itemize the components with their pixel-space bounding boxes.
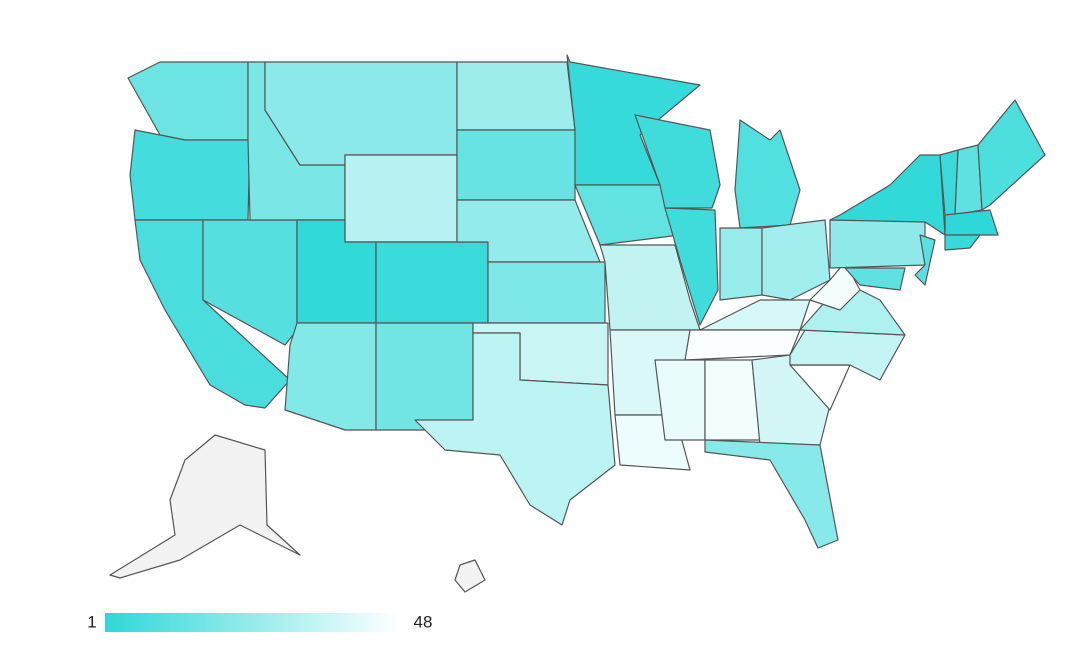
region	[456, 129, 576, 201]
region	[129, 129, 251, 221]
legend-min-label: 1	[87, 612, 96, 631]
region	[664, 207, 719, 326]
region	[566, 54, 701, 186]
region	[264, 61, 458, 166]
region	[699, 299, 811, 331]
region	[829, 219, 926, 269]
region	[634, 114, 721, 209]
region	[456, 61, 576, 131]
region	[344, 154, 458, 243]
region	[487, 261, 606, 324]
region	[414, 332, 616, 526]
region	[704, 359, 761, 441]
region	[761, 219, 831, 301]
region	[829, 154, 946, 236]
region	[375, 241, 489, 324]
region	[977, 99, 1046, 211]
region	[375, 322, 474, 431]
region	[734, 119, 801, 229]
region	[944, 209, 999, 236]
legend-max-label: 48	[414, 612, 433, 631]
region	[844, 267, 906, 291]
region	[944, 234, 981, 251]
region	[719, 227, 763, 301]
region	[914, 234, 936, 286]
legend-gradient	[105, 613, 400, 632]
region	[454, 559, 486, 593]
region	[704, 439, 839, 549]
region	[127, 61, 249, 141]
region	[109, 434, 301, 579]
region	[284, 322, 377, 431]
region	[751, 354, 831, 446]
region	[954, 144, 983, 216]
